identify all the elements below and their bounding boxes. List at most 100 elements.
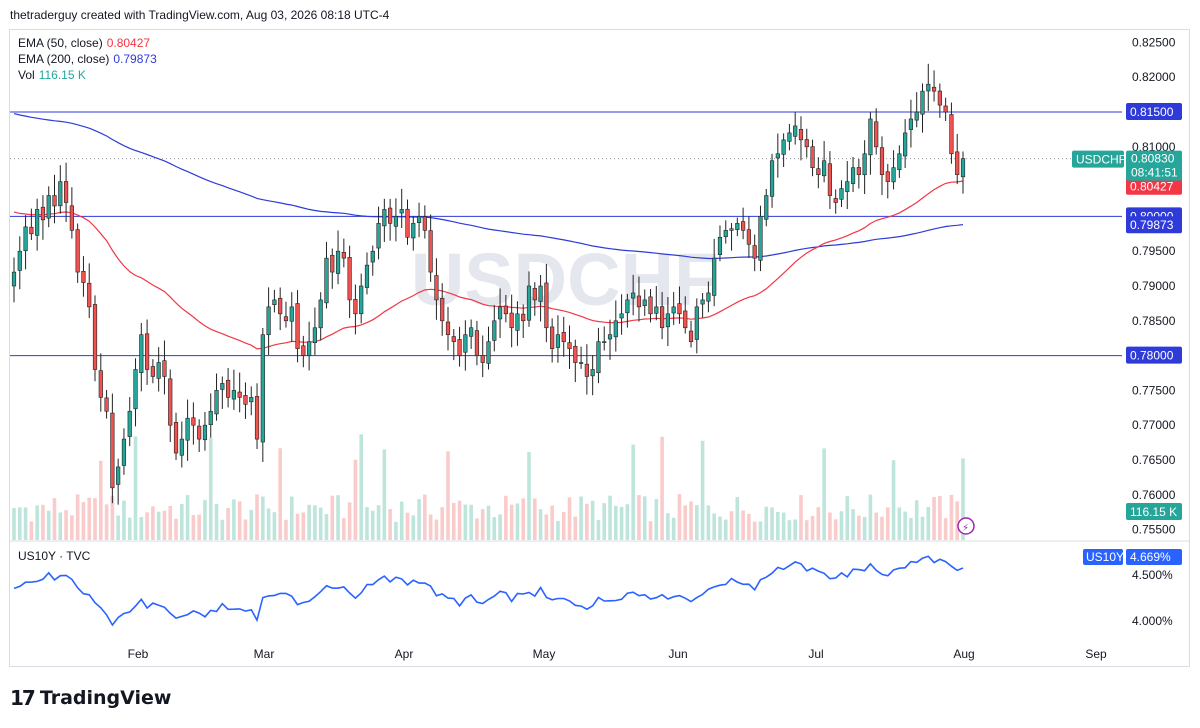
- volume-bar: [666, 513, 670, 540]
- legend-ema200-label: EMA (200, close): [18, 52, 110, 66]
- legend-vol[interactable]: Vol 116.15 K: [18, 67, 86, 83]
- candle-body: [440, 298, 445, 322]
- volume-bar: [376, 505, 381, 540]
- candle-body: [903, 132, 908, 157]
- volume-bar: [608, 495, 612, 540]
- volume-bar: [370, 510, 375, 540]
- candle-body: [822, 160, 827, 177]
- chart-frame: [9, 29, 1190, 667]
- tradingview-logo[interactable]: 17 TradingView: [10, 686, 171, 710]
- ema200-badge: 0.79873: [1130, 218, 1174, 232]
- volume-bar: [637, 495, 641, 540]
- candle-body: [127, 410, 132, 437]
- volume-bar: [874, 512, 878, 540]
- volume-bar: [822, 448, 826, 540]
- volume-bar: [127, 517, 132, 540]
- price-axis-tick: 0.77000: [1132, 418, 1176, 432]
- legend-ema200[interactable]: EMA (200, close) 0.79873: [18, 51, 157, 67]
- volume-bar: [428, 514, 433, 540]
- volume-bar: [955, 501, 960, 540]
- volume-bar: [382, 449, 387, 540]
- legend-ema50[interactable]: EMA (50, close) 0.80427: [18, 35, 150, 51]
- volume-bar: [752, 521, 757, 540]
- candle-body: [631, 292, 636, 299]
- candle-body: [717, 236, 723, 255]
- candle-body: [121, 438, 127, 466]
- candle-body: [480, 355, 485, 363]
- volume-bar: [851, 509, 855, 540]
- ema200-badge-bg: [1126, 216, 1182, 234]
- volume-bar: [266, 508, 271, 540]
- candle-body: [798, 129, 804, 141]
- volume-bar: [261, 496, 265, 540]
- volume-bar: [168, 506, 173, 540]
- candle-body: [17, 250, 22, 271]
- candle-body: [769, 160, 775, 197]
- volume-bar: [787, 520, 792, 540]
- volume-bar: [99, 460, 103, 540]
- volume-bar: [747, 513, 751, 540]
- sub-pane-legend[interactable]: US10Y · TVC: [18, 549, 91, 563]
- alert-lightning-icon[interactable]: [957, 517, 975, 535]
- candle-body: [40, 206, 46, 221]
- candle-body: [422, 216, 427, 231]
- volume-bar: [116, 515, 120, 540]
- volume-bar: [712, 513, 716, 540]
- candle-body: [202, 424, 208, 441]
- candle-body: [445, 321, 451, 336]
- candle-body: [52, 195, 57, 207]
- candle-body: [168, 378, 173, 426]
- candle-body: [735, 223, 740, 230]
- legend-vol-label: Vol: [18, 68, 35, 82]
- candle-body: [596, 341, 601, 374]
- candle-body: [955, 151, 960, 175]
- symbol-tag: USDCHF: [1076, 153, 1126, 167]
- volume-bar: [324, 514, 329, 540]
- volume-bar: [677, 494, 682, 540]
- candle-body: [960, 158, 966, 178]
- ema200-line: [13, 113, 964, 260]
- candle-body: [289, 306, 294, 322]
- candle-body: [787, 132, 792, 142]
- volume-bar: [671, 517, 676, 540]
- volume-bar: [185, 495, 190, 540]
- volume-bar: [932, 496, 936, 540]
- volume-bar: [243, 519, 248, 540]
- candle-body: [29, 226, 34, 235]
- volume-bar: [318, 507, 323, 540]
- volume-bar: [544, 514, 549, 540]
- volume-bar: [180, 504, 184, 540]
- volume-bar: [457, 500, 462, 540]
- candle-body: [191, 417, 196, 426]
- volume-bar: [961, 458, 965, 540]
- candle-body: [237, 391, 242, 398]
- volume-bar: [75, 494, 80, 540]
- volume-bar: [579, 496, 583, 540]
- volume-bar: [208, 438, 213, 540]
- volume-bar: [151, 506, 155, 540]
- candle-body: [793, 125, 798, 137]
- legend-ema50-label: EMA (50, close): [18, 36, 103, 50]
- time-axis-tick: Feb: [128, 647, 149, 661]
- volume-bar: [938, 495, 942, 540]
- candle-body: [862, 153, 867, 176]
- volume-bar: [695, 505, 699, 540]
- candle-body: [677, 303, 682, 315]
- candle-body: [197, 425, 202, 440]
- volume-bar: [845, 496, 850, 540]
- candle-body: [457, 339, 462, 356]
- volume-bar: [237, 501, 242, 540]
- candle-body: [283, 316, 289, 322]
- level-780-badge: 0.78000: [1130, 349, 1174, 363]
- candle-body: [746, 229, 751, 245]
- volume-bar: [365, 507, 369, 540]
- candle-body: [278, 297, 283, 315]
- volume-bar: [538, 509, 543, 540]
- volume-bar: [451, 502, 456, 540]
- volume-bar: [336, 495, 340, 540]
- candle-body: [463, 334, 468, 353]
- volume-bar: [278, 448, 282, 540]
- volume-bar: [353, 459, 358, 540]
- volume-bar: [504, 495, 508, 540]
